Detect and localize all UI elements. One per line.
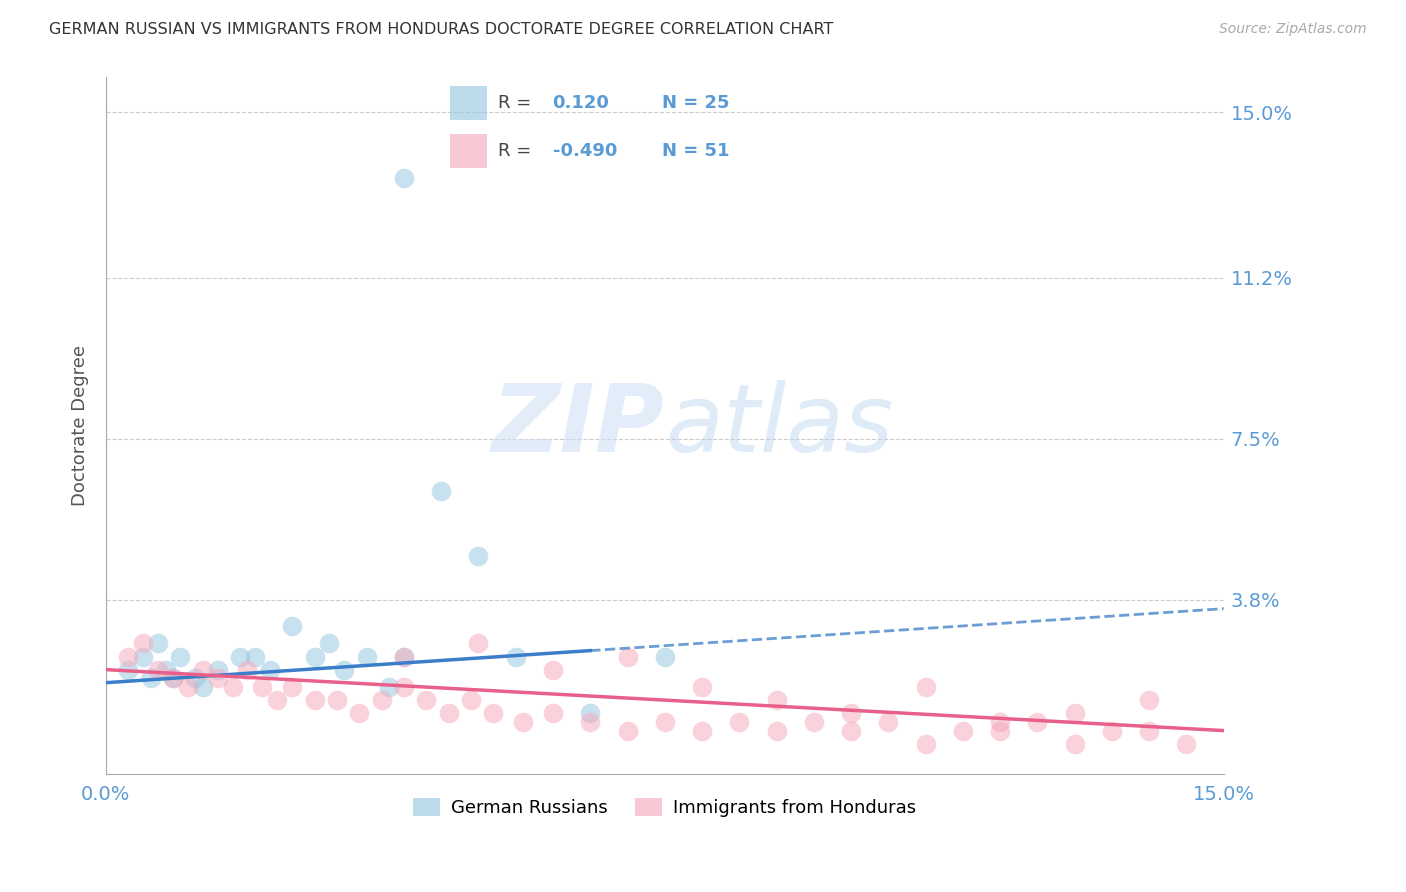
Point bbox=[839, 706, 862, 721]
Point bbox=[392, 649, 415, 664]
Point bbox=[765, 723, 787, 738]
Text: GERMAN RUSSIAN VS IMMIGRANTS FROM HONDURAS DOCTORATE DEGREE CORRELATION CHART: GERMAN RUSSIAN VS IMMIGRANTS FROM HONDUR… bbox=[49, 22, 834, 37]
Point bbox=[579, 714, 602, 729]
Point bbox=[221, 680, 243, 694]
Point bbox=[877, 714, 900, 729]
Text: R =: R = bbox=[498, 142, 531, 161]
Point bbox=[259, 663, 281, 677]
Point bbox=[839, 723, 862, 738]
Point bbox=[139, 671, 162, 685]
Point bbox=[177, 680, 200, 694]
Point bbox=[184, 671, 207, 685]
Point bbox=[690, 723, 713, 738]
Point bbox=[326, 693, 349, 707]
Point bbox=[304, 649, 326, 664]
Text: -0.490: -0.490 bbox=[553, 142, 617, 161]
Point bbox=[243, 649, 266, 664]
Point bbox=[146, 663, 169, 677]
Point bbox=[392, 649, 415, 664]
Point bbox=[169, 649, 191, 664]
Text: N = 25: N = 25 bbox=[662, 94, 730, 112]
Point bbox=[162, 671, 184, 685]
Point bbox=[191, 663, 214, 677]
Point bbox=[191, 680, 214, 694]
Point bbox=[266, 693, 288, 707]
Point bbox=[541, 706, 564, 721]
Point bbox=[654, 714, 676, 729]
Text: Source: ZipAtlas.com: Source: ZipAtlas.com bbox=[1219, 22, 1367, 37]
Text: N = 51: N = 51 bbox=[662, 142, 730, 161]
Point bbox=[1175, 737, 1198, 751]
Point bbox=[356, 649, 378, 664]
Point bbox=[132, 636, 155, 650]
Point bbox=[392, 680, 415, 694]
Bar bbox=[450, 87, 486, 120]
Point bbox=[349, 706, 371, 721]
Point bbox=[132, 649, 155, 664]
Text: R =: R = bbox=[498, 94, 531, 112]
Point bbox=[728, 714, 751, 729]
Point bbox=[460, 693, 482, 707]
Point bbox=[1101, 723, 1123, 738]
Point bbox=[1063, 706, 1085, 721]
Point bbox=[988, 723, 1011, 738]
Point bbox=[155, 663, 177, 677]
Point bbox=[1137, 723, 1160, 738]
Point bbox=[437, 706, 460, 721]
Point bbox=[1063, 737, 1085, 751]
Text: 0.120: 0.120 bbox=[553, 94, 609, 112]
Bar bbox=[450, 135, 486, 168]
Point bbox=[207, 671, 229, 685]
Point bbox=[654, 649, 676, 664]
Point bbox=[482, 706, 505, 721]
Point bbox=[914, 680, 936, 694]
Point bbox=[914, 737, 936, 751]
Point bbox=[616, 649, 638, 664]
Point bbox=[333, 663, 356, 677]
Point bbox=[765, 693, 787, 707]
Point bbox=[541, 663, 564, 677]
Point bbox=[430, 484, 453, 499]
Point bbox=[505, 649, 527, 664]
Point bbox=[579, 706, 602, 721]
Point bbox=[304, 693, 326, 707]
Point bbox=[616, 723, 638, 738]
Point bbox=[281, 619, 304, 633]
Point bbox=[236, 663, 259, 677]
Point bbox=[415, 693, 437, 707]
Point bbox=[117, 649, 139, 664]
Text: atlas: atlas bbox=[665, 380, 893, 471]
Point bbox=[690, 680, 713, 694]
Point bbox=[229, 649, 252, 664]
Point bbox=[370, 693, 392, 707]
Point bbox=[1026, 714, 1049, 729]
Point bbox=[378, 680, 401, 694]
Point bbox=[1137, 693, 1160, 707]
Text: ZIP: ZIP bbox=[492, 380, 665, 472]
Point bbox=[146, 636, 169, 650]
Point bbox=[207, 663, 229, 677]
Point bbox=[952, 723, 974, 738]
Point bbox=[467, 636, 489, 650]
Point bbox=[162, 671, 184, 685]
Point bbox=[117, 663, 139, 677]
Point bbox=[318, 636, 340, 650]
Point bbox=[392, 170, 415, 185]
Point bbox=[252, 680, 274, 694]
Point bbox=[281, 680, 304, 694]
Point bbox=[988, 714, 1011, 729]
Point bbox=[512, 714, 534, 729]
Legend: German Russians, Immigrants from Honduras: German Russians, Immigrants from Hondura… bbox=[406, 790, 924, 824]
Point bbox=[803, 714, 825, 729]
Y-axis label: Doctorate Degree: Doctorate Degree bbox=[72, 345, 89, 507]
Point bbox=[467, 549, 489, 564]
